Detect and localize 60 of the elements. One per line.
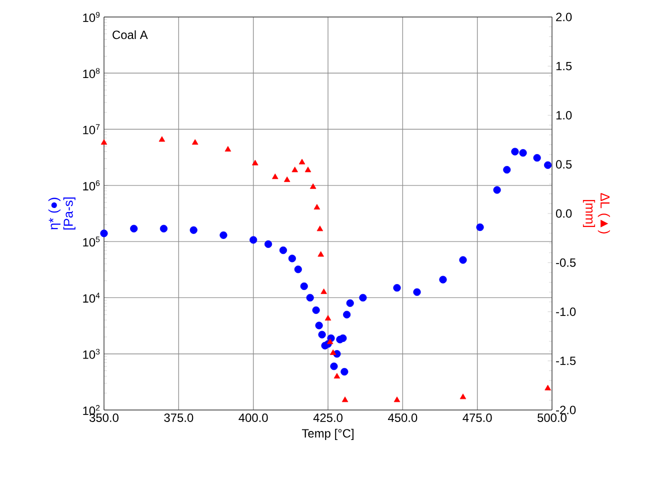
point (312, 306, 320, 314)
point (459, 256, 467, 264)
y2-tick-label: 0.5 (556, 160, 572, 169)
y-tick-label: 10$^{6}$ (83, 180, 100, 190)
y-tick-label: 10$^{3}$ (83, 348, 100, 359)
point (330, 362, 338, 370)
x-axis-title: Temp [°C] (302, 428, 354, 440)
x-tick-label: 375.0 (164, 414, 194, 422)
point (340, 368, 348, 376)
point (439, 276, 447, 284)
point (315, 322, 323, 330)
point (288, 254, 296, 262)
y2-tick-label: 0.0 (556, 209, 572, 218)
y2-tick-label: -2.0 (556, 406, 576, 414)
y2-tick-label: 1.0 (556, 111, 572, 120)
point (100, 230, 108, 238)
y-tick-label: 10$^{8}$ (83, 68, 100, 78)
point (413, 288, 421, 296)
point (300, 282, 308, 290)
point (343, 310, 351, 318)
point (306, 294, 314, 302)
y-tick-label: 10$^{5}$ (83, 236, 100, 247)
point (359, 294, 367, 302)
x-tick-label: 400.0 (238, 414, 268, 422)
x-tick-label: 500.0 (538, 414, 566, 422)
x-tick-label: 450.0 (388, 414, 418, 422)
y2-tick-label: -1.0 (556, 308, 576, 316)
y2-tick-label: 1.5 (556, 62, 572, 70)
point (250, 236, 258, 244)
y2-tick-label: -0.5 (556, 258, 576, 267)
point (493, 186, 501, 194)
point (511, 148, 519, 156)
y-tick-label: 10$^{9}$ (83, 12, 100, 22)
y-tick-label: 10$^{2}$ (83, 404, 100, 415)
point (339, 334, 347, 342)
point (264, 240, 272, 248)
y2-axis-title: ΔL (▲) [mm] (582, 193, 610, 234)
point (346, 299, 354, 307)
x-tick-label: 425.0 (313, 414, 342, 422)
x-tick-label: 350.0 (89, 414, 118, 422)
point (130, 224, 138, 232)
x-tick-label: 475.0 (462, 414, 492, 422)
y-tick-label: 10$^{7}$ (83, 124, 100, 134)
point (393, 284, 401, 292)
point (533, 154, 541, 162)
y2-tick-label: 2.0 (556, 12, 572, 22)
point (519, 149, 527, 157)
point (160, 224, 168, 232)
annotation: Coal A (112, 30, 148, 40)
point (190, 226, 198, 234)
point (294, 266, 302, 274)
point (476, 223, 484, 232)
point (544, 161, 552, 169)
y2-tick-label: -1.5 (556, 356, 576, 366)
point (279, 246, 287, 254)
point (318, 330, 326, 338)
y-axis-title: η* (●) [Pa-s] (48, 198, 76, 230)
point (220, 231, 228, 239)
y-tick-label: 10$^{4}$ (83, 292, 100, 303)
point (503, 166, 511, 174)
